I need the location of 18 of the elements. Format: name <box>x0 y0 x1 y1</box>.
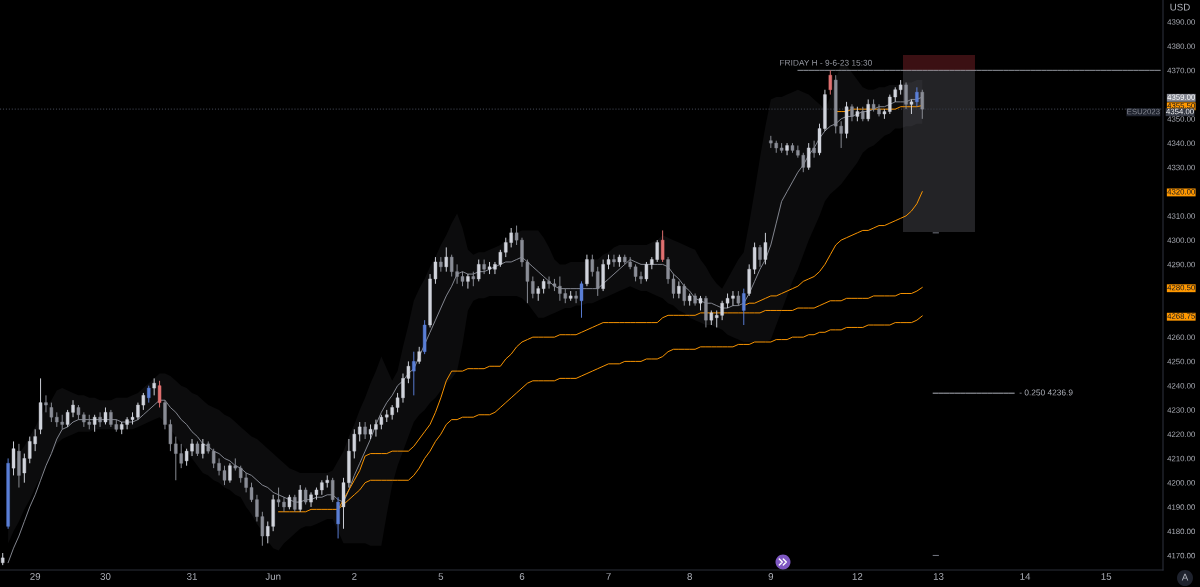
series-label: FRIDAY H - 9-6-23 15:30 <box>780 59 872 66</box>
x-tick-label: 8 <box>687 573 692 580</box>
x-tick-label: 6 <box>519 573 525 580</box>
x-tick-label: 5 <box>438 573 444 580</box>
text: A <box>1181 573 1189 581</box>
x-tick-label: 14 <box>1020 573 1031 580</box>
x-tick-label: 2 <box>352 573 357 580</box>
y-axis-title: USD <box>1170 3 1190 11</box>
x-tick-label: 15 <box>1101 573 1112 580</box>
x-tick-label: 12 <box>852 573 863 580</box>
series-label: - 0.250 4236.9 <box>1019 389 1073 396</box>
x-tick-label: Jun <box>265 573 281 580</box>
x-tick-label: 9 <box>768 573 774 580</box>
x-tick-label: 29 <box>30 573 41 580</box>
x-tick-label: 31 <box>186 573 197 580</box>
x-tick-label: 30 <box>100 573 111 580</box>
x-tick-label: 7 <box>606 573 611 580</box>
x-tick-label: 13 <box>933 573 944 580</box>
